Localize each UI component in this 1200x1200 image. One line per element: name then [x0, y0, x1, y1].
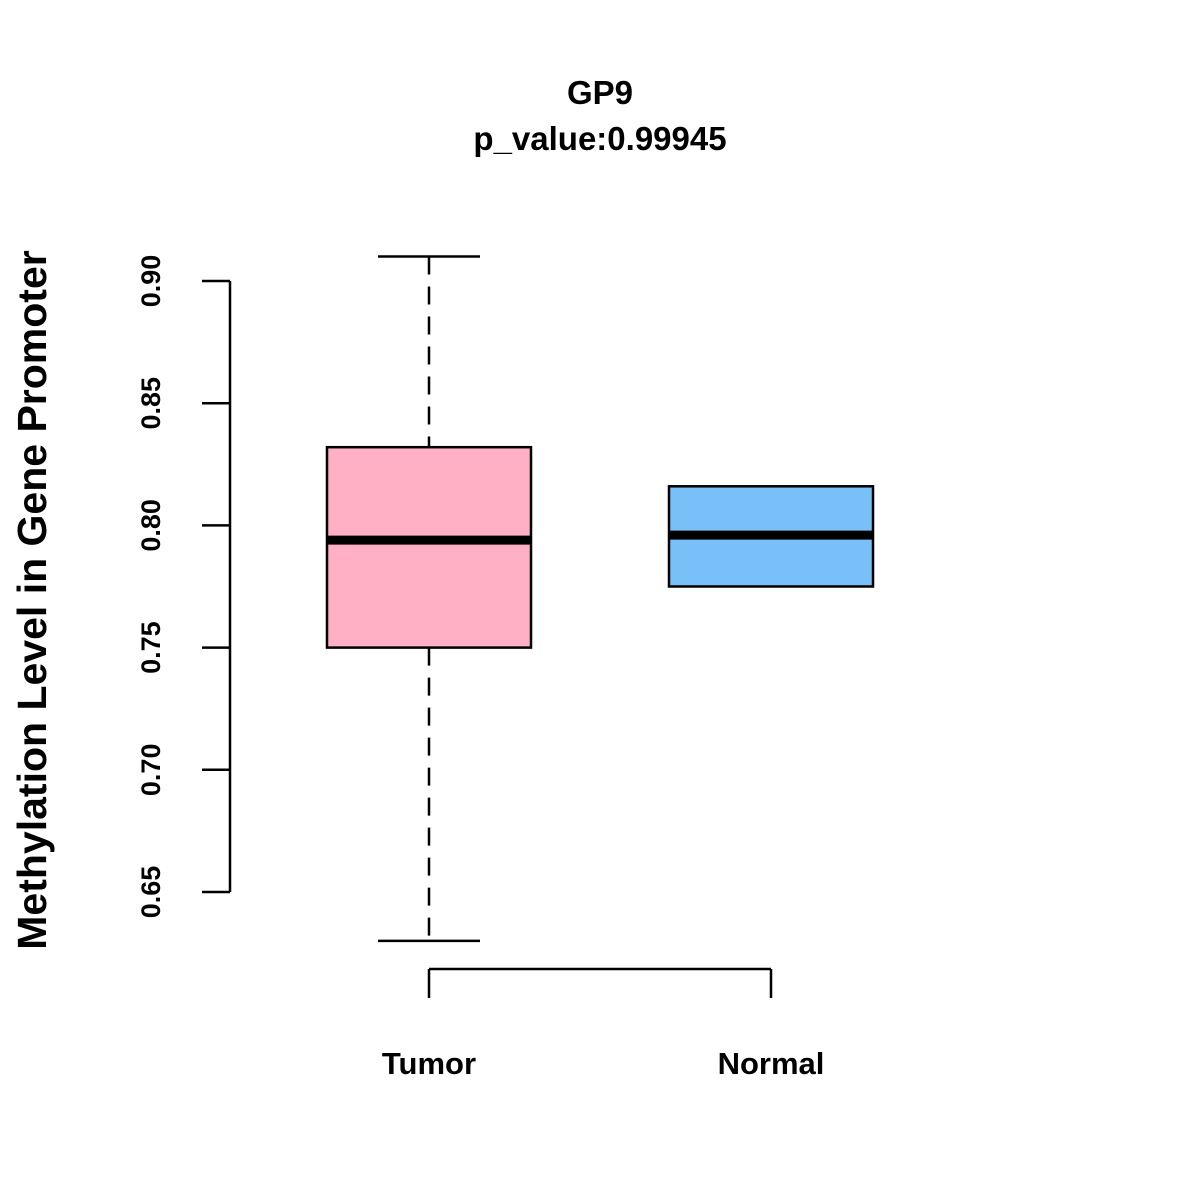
x-axis: Tumor Normal — [382, 967, 825, 1081]
boxes-group — [325, 255, 875, 943]
y-tick-label: 0.65 — [136, 866, 166, 919]
x-tick-label-normal: Normal — [718, 1046, 825, 1081]
box-normal — [667, 485, 875, 588]
chart-title: GP9 — [567, 74, 633, 111]
box-iqr — [325, 445, 533, 649]
x-tick-label-tumor: Tumor — [382, 1046, 476, 1081]
y-axis: 0.65 0.70 0.75 0.80 0.85 0.90 — [136, 255, 232, 919]
y-axis-label: Methylation Level in Gene Promoter — [9, 250, 55, 949]
box-tumor — [325, 255, 533, 943]
y-tick-label: 0.80 — [136, 499, 166, 552]
y-tick-label: 0.85 — [136, 377, 166, 430]
y-tick-label: 0.75 — [136, 621, 166, 674]
y-tick-label: 0.90 — [136, 255, 166, 308]
y-tick-label: 0.70 — [136, 744, 166, 797]
chart-subtitle: p_value:0.99945 — [473, 120, 726, 157]
